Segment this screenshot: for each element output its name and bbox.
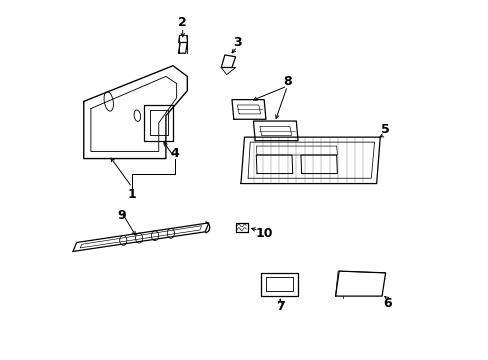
Text: 5: 5 — [381, 123, 389, 136]
Text: 2: 2 — [178, 16, 187, 29]
Text: 3: 3 — [233, 36, 241, 49]
Text: 1: 1 — [127, 188, 136, 201]
Text: 6: 6 — [382, 297, 391, 310]
Text: 8: 8 — [283, 75, 291, 88]
Text: 9: 9 — [117, 209, 125, 222]
Text: 4: 4 — [170, 147, 179, 160]
Text: 10: 10 — [255, 227, 272, 240]
Text: 7: 7 — [275, 300, 284, 313]
